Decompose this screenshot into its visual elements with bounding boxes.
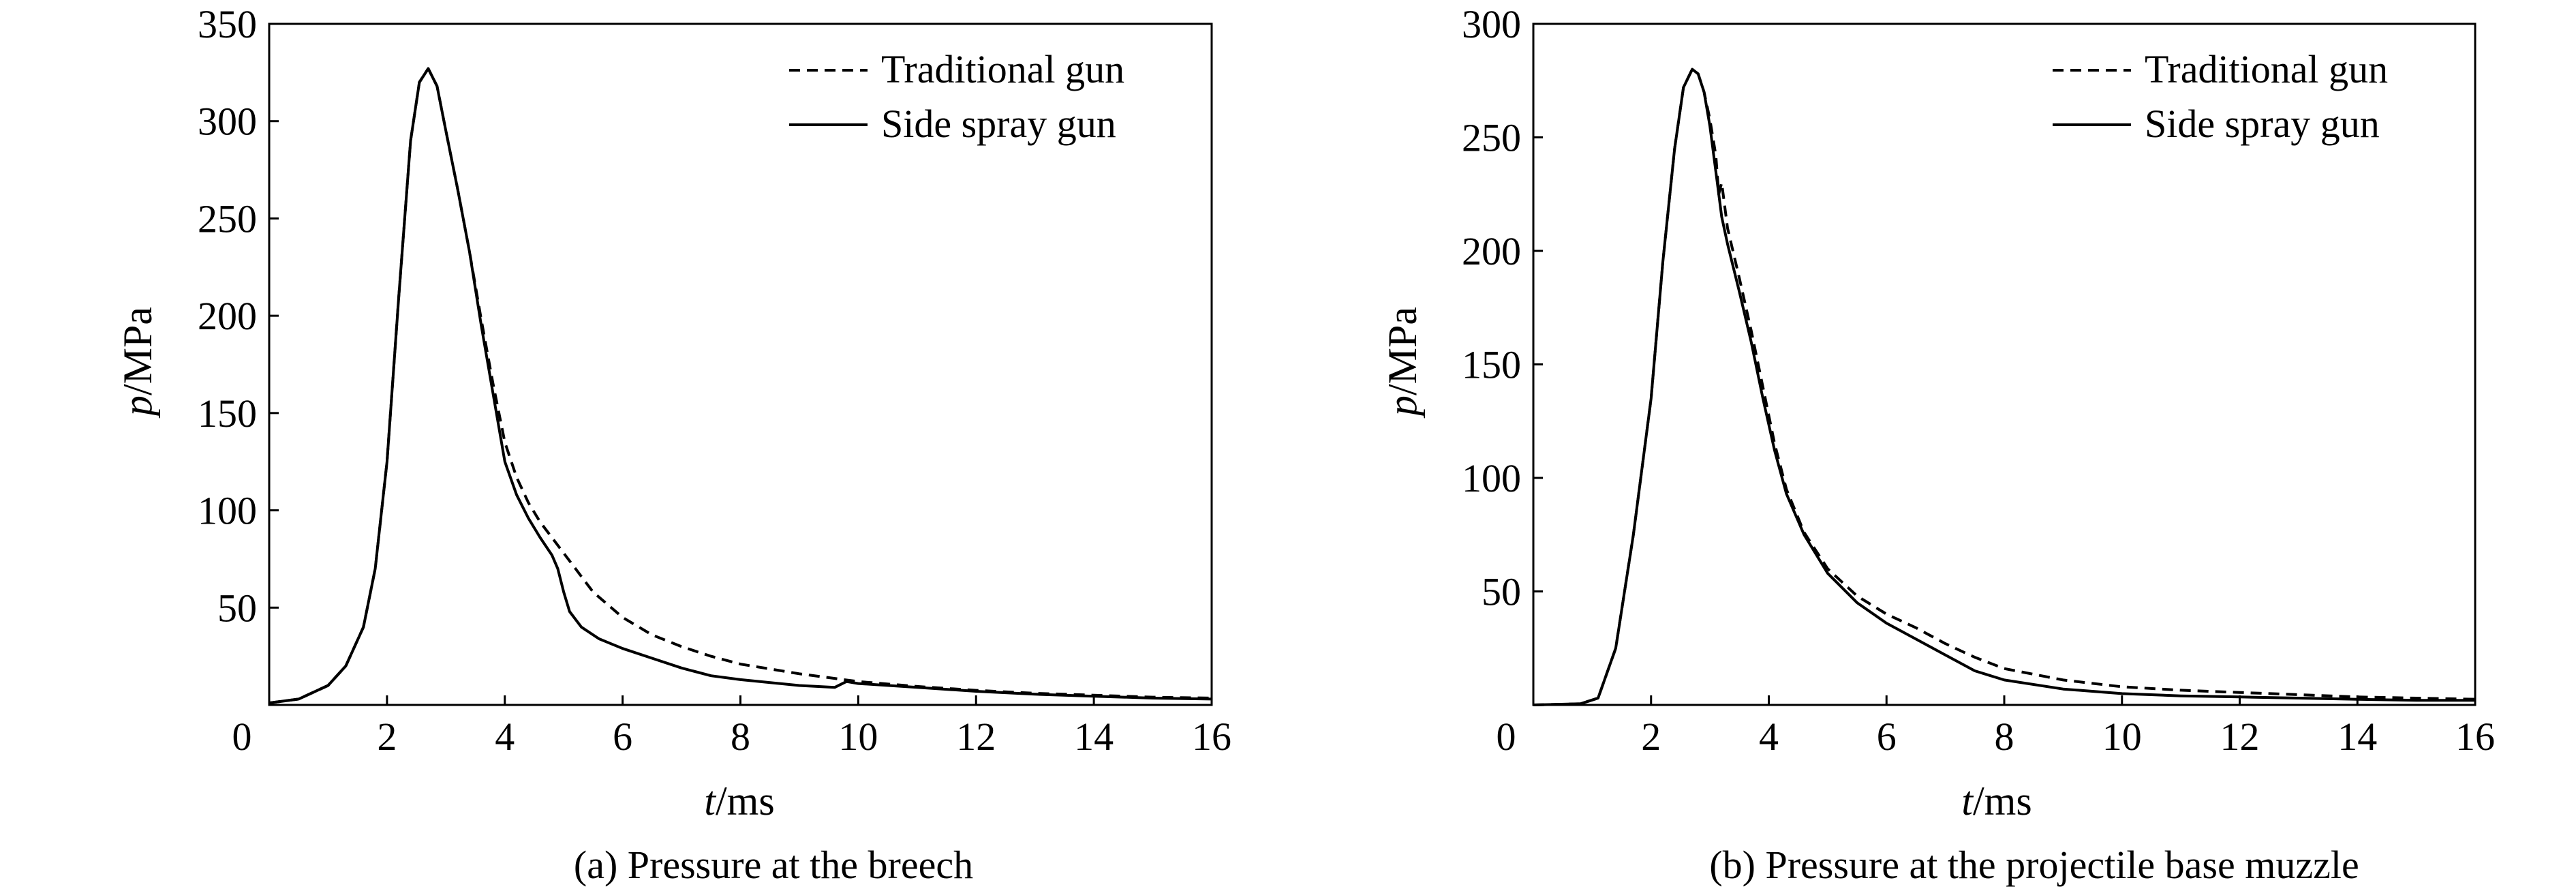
- panel-b-x-tick-label: 10: [2102, 714, 2142, 759]
- panel-a-x-tick-label: 10: [838, 714, 878, 759]
- panel-b-y-tick-label: 100: [1462, 456, 1521, 500]
- panel-b-legend-label: Side spray gun: [2145, 102, 2380, 146]
- panel-b-x-tick-label: 14: [2337, 714, 2377, 759]
- panel-a-y-tick-label: 350: [198, 2, 257, 46]
- panel-a-x-axis-label: t/ms: [704, 779, 774, 824]
- panel-b-x-var: t: [1961, 779, 1974, 824]
- panel-a-x-tick-label: 14: [1074, 714, 1114, 759]
- panel-b-chart: 0 2 4 6 8 10 12 14 16 50 100 150 200 250 300 Traditiona…: [1380, 2, 2495, 887]
- panel-b-y-axis-label: p/MPa: [1380, 307, 1425, 419]
- panel-b-series-side-spray-gun-line: [1533, 67, 2475, 706]
- panel-b-y-var: p: [1380, 395, 1425, 419]
- panel-a-y-unit: /MPa: [115, 307, 160, 395]
- panel-a-y-tick-label: 50: [217, 586, 257, 630]
- panel-a-x-tick-label: 12: [956, 714, 996, 759]
- panel-a-series-side-spray-gun-line: [269, 67, 1212, 705]
- panel-b-y-tick-label: 50: [1482, 570, 1521, 614]
- panel-a-x-tick-label: 4: [495, 714, 515, 759]
- panel-a-y-axis-label: p/MPa: [115, 307, 160, 419]
- panel-a-legend-label: Traditional gun: [881, 47, 1124, 91]
- panel-b-y-tick-label: 200: [1462, 229, 1521, 273]
- panel-a-y-tick-label: 250: [198, 196, 257, 241]
- panel-b-x-tick-label: 8: [1995, 714, 2014, 759]
- panel-a-chart: 0 2 4 6 8 10 12 14 16 50 100 150 200 250 300 350 Traditi…: [115, 2, 1231, 887]
- panel-b-legend-label: Traditional gun: [2145, 47, 2388, 91]
- panel-b-x-tick-label: 6: [1877, 714, 1897, 759]
- panel-a-y-var: p: [115, 395, 160, 419]
- panel-a-caption: (a) Pressure at the breech: [574, 843, 973, 887]
- panel-b-x-axis-label: t/ms: [1961, 779, 2031, 824]
- panel-b-plot-area: 0 2 4 6 8 10 12 14 16 50 100 150 200 250 300 Traditiona…: [1462, 2, 2495, 759]
- panel-b-x-tick-label: 4: [1759, 714, 1779, 759]
- panel-a-x-tick-label: 2: [377, 714, 397, 759]
- panel-b-series-traditional-gun-line: [1533, 67, 2476, 706]
- panel-a-plot-area: 0 2 4 6 8 10 12 14 16 50 100 150 200 250 300 350 Traditi…: [198, 2, 1231, 759]
- panel-a-x-tick-label: 16: [1192, 714, 1231, 759]
- panel-a-series-traditional-gun-line: [269, 67, 1212, 705]
- panel-a-x-tick-label: 8: [731, 714, 750, 759]
- panel-b-y-tick-label: 300: [1462, 2, 1521, 46]
- panel-a-y-tick-label: 200: [198, 294, 257, 338]
- panel-a-x-tick-label: 0: [232, 714, 252, 759]
- panel-a-x-tick-label: 6: [613, 714, 632, 759]
- panel-b-y-tick-label: 150: [1462, 343, 1521, 387]
- panel-b-x-tick-label: 2: [1641, 714, 1661, 759]
- panel-b-x-tick-label: 12: [2220, 714, 2260, 759]
- panel-a-legend-label: Side spray gun: [881, 102, 1116, 146]
- panel-a-y-tick-label: 100: [198, 489, 257, 533]
- panel-b-caption: (b) Pressure at the projectile base muzz…: [1709, 843, 2359, 887]
- panel-a-y-tick-label: 300: [198, 100, 257, 144]
- panel-b-x-tick-label: 16: [2455, 714, 2495, 759]
- panel-b-x-unit: /ms: [1973, 779, 2032, 824]
- panel-a-x-unit: /ms: [716, 779, 775, 824]
- panel-a-x-var: t: [704, 779, 716, 824]
- panel-b-x-tick-label: 0: [1497, 714, 1516, 759]
- panel-b-y-tick-label: 250: [1462, 116, 1521, 160]
- panel-b-y-unit: /MPa: [1380, 307, 1425, 395]
- panel-a-y-tick-label: 150: [198, 391, 257, 436]
